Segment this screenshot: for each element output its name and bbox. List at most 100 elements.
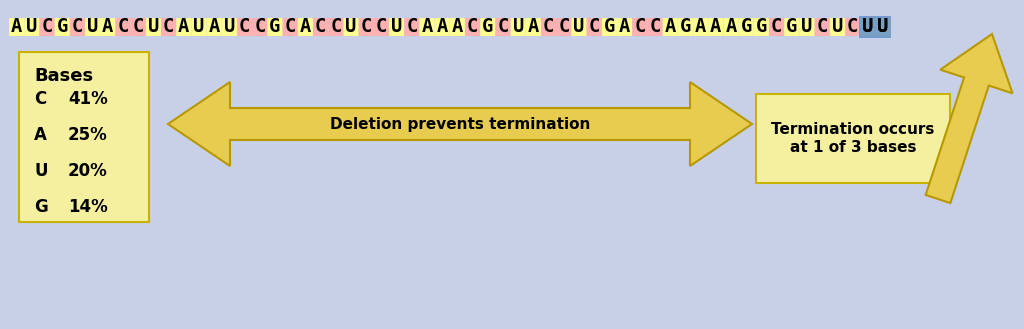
Text: G: G — [34, 198, 48, 216]
FancyBboxPatch shape — [511, 18, 525, 36]
Polygon shape — [926, 34, 1013, 203]
FancyBboxPatch shape — [678, 18, 693, 36]
Text: C: C — [771, 17, 782, 37]
FancyBboxPatch shape — [358, 18, 374, 36]
FancyBboxPatch shape — [191, 18, 207, 36]
Text: G: G — [786, 17, 798, 37]
FancyBboxPatch shape — [709, 18, 723, 36]
Text: G: G — [680, 17, 691, 37]
FancyBboxPatch shape — [541, 18, 556, 36]
FancyBboxPatch shape — [145, 18, 161, 36]
Text: U: U — [345, 17, 356, 37]
Text: C: C — [407, 17, 418, 37]
FancyBboxPatch shape — [480, 18, 496, 36]
Text: A: A — [11, 17, 23, 37]
FancyBboxPatch shape — [435, 18, 450, 36]
Text: U: U — [862, 17, 873, 37]
Text: A: A — [452, 17, 463, 37]
FancyBboxPatch shape — [267, 18, 283, 36]
Text: U: U — [802, 17, 813, 37]
Text: U: U — [27, 17, 38, 37]
FancyBboxPatch shape — [617, 18, 632, 36]
Text: C: C — [239, 17, 250, 37]
Text: A: A — [725, 17, 736, 37]
Text: C: C — [589, 17, 600, 37]
FancyBboxPatch shape — [632, 18, 647, 36]
Text: C: C — [315, 17, 327, 37]
FancyBboxPatch shape — [754, 18, 769, 36]
FancyBboxPatch shape — [70, 18, 85, 36]
FancyBboxPatch shape — [738, 18, 754, 36]
FancyBboxPatch shape — [100, 18, 116, 36]
FancyBboxPatch shape — [526, 18, 541, 36]
Text: C: C — [634, 17, 645, 37]
FancyBboxPatch shape — [176, 18, 191, 36]
Text: 20%: 20% — [68, 162, 108, 180]
FancyBboxPatch shape — [663, 18, 678, 36]
FancyBboxPatch shape — [85, 18, 100, 36]
FancyBboxPatch shape — [859, 16, 891, 38]
Text: A: A — [711, 17, 722, 37]
FancyBboxPatch shape — [40, 18, 54, 36]
FancyBboxPatch shape — [329, 18, 343, 36]
FancyBboxPatch shape — [404, 18, 419, 36]
Text: Deletion prevents termination: Deletion prevents termination — [330, 116, 590, 132]
FancyBboxPatch shape — [860, 18, 876, 36]
Text: A: A — [178, 17, 189, 37]
FancyBboxPatch shape — [800, 18, 814, 36]
FancyBboxPatch shape — [450, 18, 465, 36]
Text: U: U — [573, 17, 585, 37]
Text: U: U — [878, 17, 889, 37]
FancyBboxPatch shape — [19, 52, 150, 222]
Text: C: C — [41, 17, 52, 37]
FancyBboxPatch shape — [556, 18, 571, 36]
Text: C: C — [330, 17, 341, 37]
Text: A: A — [436, 17, 447, 37]
Text: C: C — [118, 17, 129, 37]
Text: 41%: 41% — [68, 90, 108, 108]
Text: U: U — [391, 17, 402, 37]
Text: G: G — [269, 17, 281, 37]
FancyBboxPatch shape — [25, 18, 39, 36]
FancyBboxPatch shape — [283, 18, 298, 36]
Text: Bases: Bases — [34, 67, 93, 85]
Text: A: A — [421, 17, 432, 37]
Text: G: G — [604, 17, 615, 37]
Text: U: U — [513, 17, 524, 37]
Text: U: U — [878, 17, 889, 37]
FancyBboxPatch shape — [647, 18, 663, 36]
Text: U: U — [224, 17, 236, 37]
Text: A: A — [527, 17, 539, 37]
Text: A: A — [34, 126, 47, 144]
Text: C: C — [543, 17, 554, 37]
FancyBboxPatch shape — [845, 18, 860, 36]
Text: C: C — [285, 17, 296, 37]
FancyBboxPatch shape — [54, 18, 70, 36]
Text: C: C — [72, 17, 83, 37]
FancyBboxPatch shape — [343, 18, 358, 36]
Text: C: C — [132, 17, 143, 37]
Text: A: A — [300, 17, 311, 37]
Text: C: C — [376, 17, 387, 37]
FancyBboxPatch shape — [769, 18, 784, 36]
FancyBboxPatch shape — [313, 18, 328, 36]
FancyBboxPatch shape — [815, 18, 829, 36]
Text: C: C — [816, 17, 827, 37]
FancyBboxPatch shape — [389, 18, 404, 36]
FancyBboxPatch shape — [238, 18, 252, 36]
FancyBboxPatch shape — [465, 18, 480, 36]
Text: C: C — [163, 17, 174, 37]
FancyBboxPatch shape — [116, 18, 130, 36]
Text: U: U — [87, 17, 98, 37]
Text: C: C — [254, 17, 265, 37]
FancyBboxPatch shape — [829, 18, 845, 36]
Text: G: G — [740, 17, 752, 37]
Text: U: U — [831, 17, 843, 37]
FancyBboxPatch shape — [374, 18, 389, 36]
FancyBboxPatch shape — [602, 18, 616, 36]
FancyBboxPatch shape — [571, 18, 587, 36]
FancyBboxPatch shape — [876, 18, 891, 36]
Text: G: G — [56, 17, 68, 37]
FancyBboxPatch shape — [252, 18, 267, 36]
Text: U: U — [194, 17, 205, 37]
